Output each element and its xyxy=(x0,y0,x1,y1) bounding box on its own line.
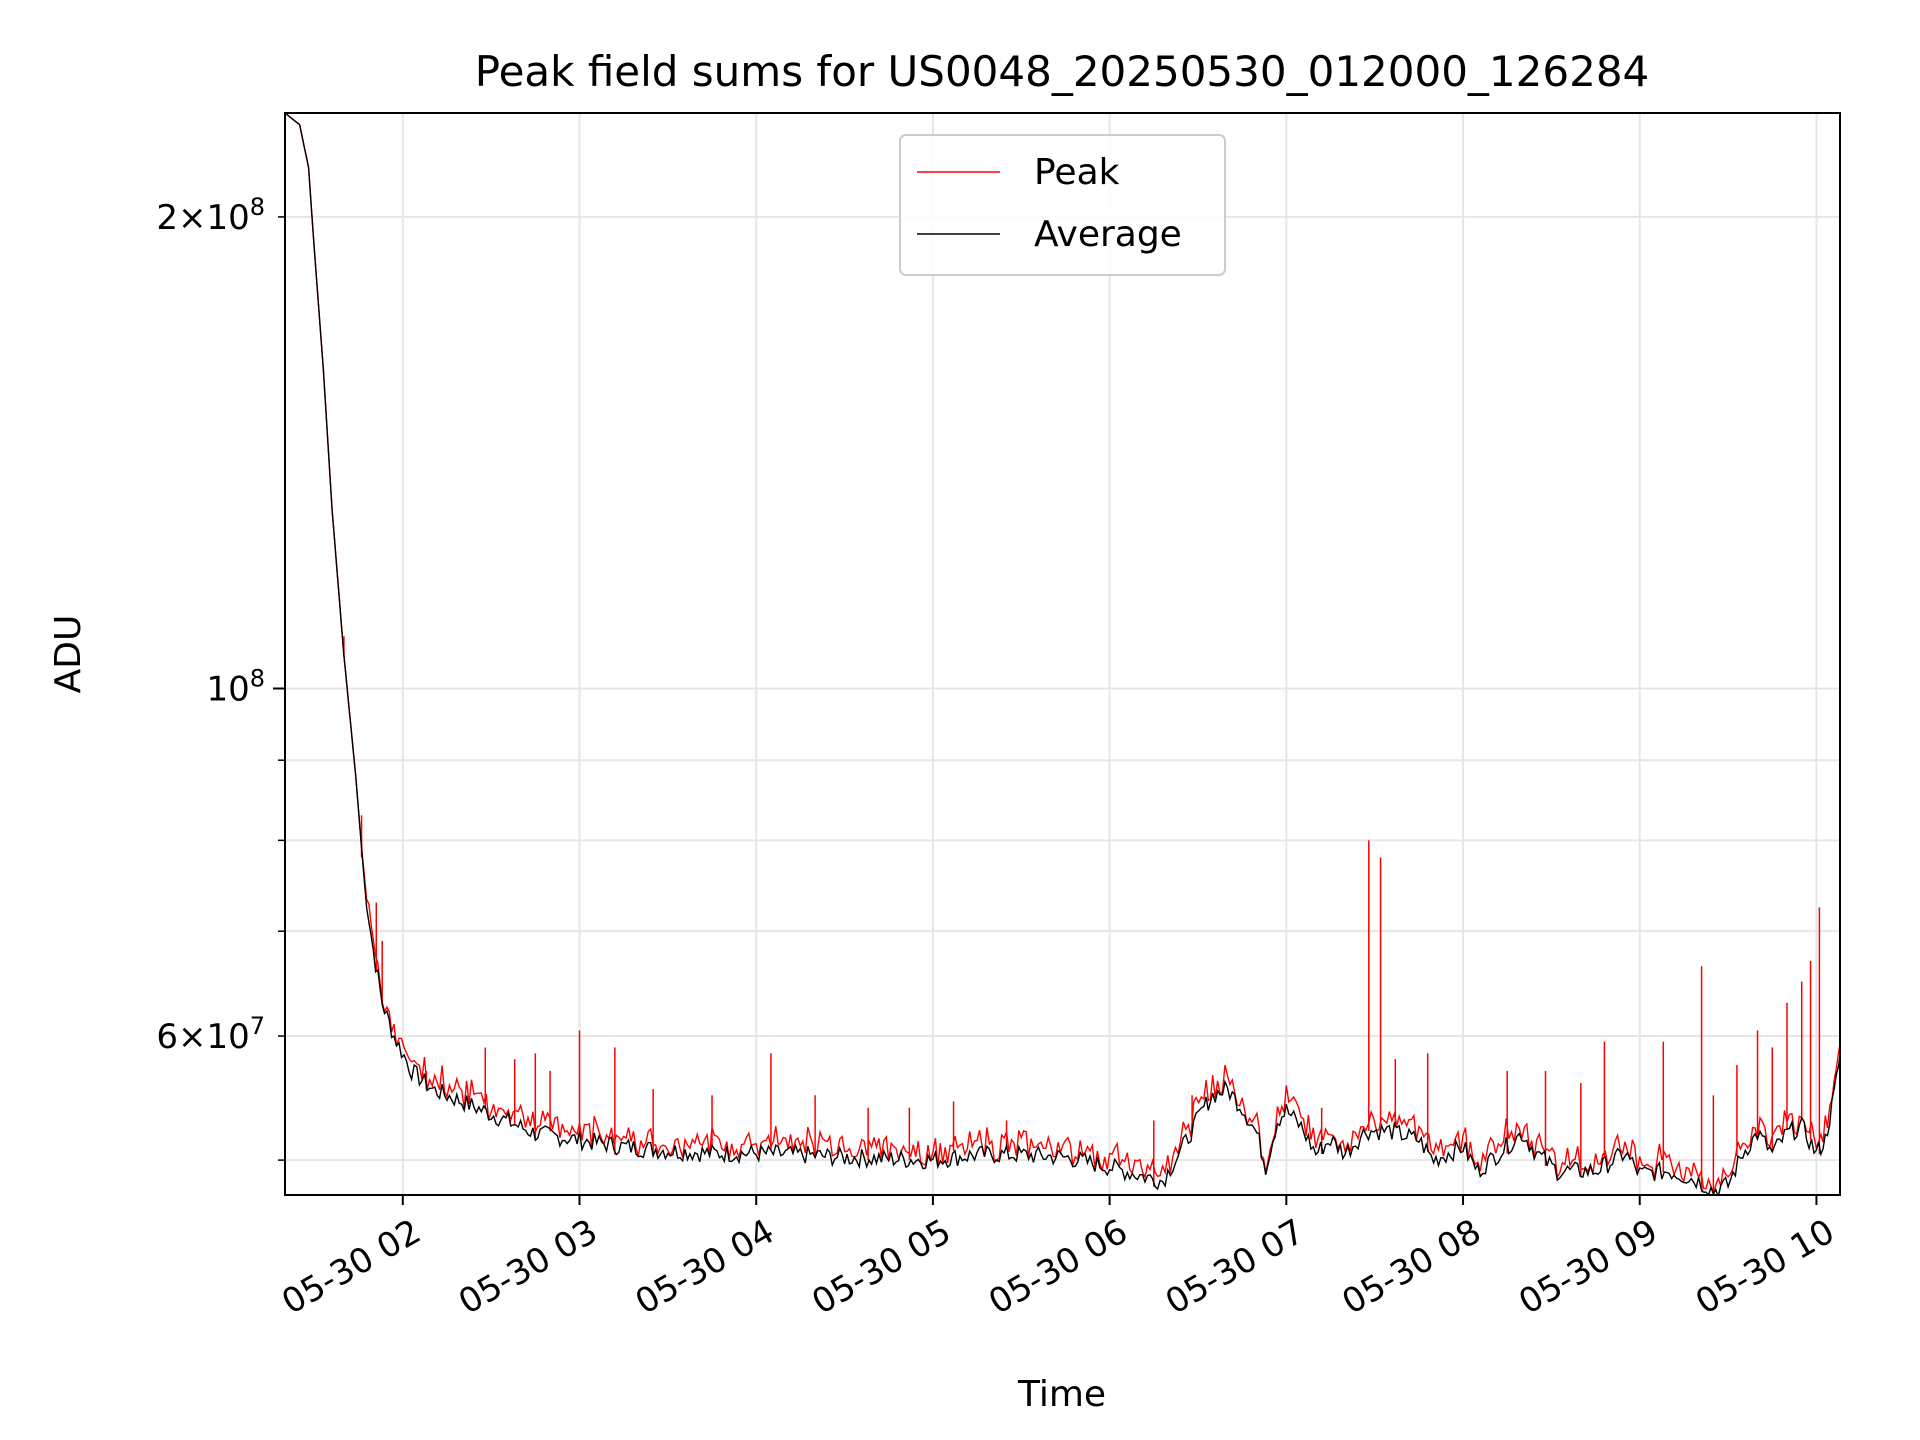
y-axis-label: ADU xyxy=(48,615,89,694)
x-tick-label: 05-30 07 xyxy=(1159,1212,1311,1323)
y-tick-label: 2×108 xyxy=(156,193,265,238)
peak-series xyxy=(285,113,1840,1195)
chart-title: Peak field sums for US0048_20250530_0120… xyxy=(475,47,1650,96)
y-tick-label: 108 xyxy=(206,665,265,710)
average-line xyxy=(285,113,1840,1195)
legend-average-label: Average xyxy=(1034,214,1182,255)
legend-box xyxy=(899,134,1226,276)
legend-peak-label: Peak xyxy=(1034,152,1120,193)
x-tick-label: 05-30 09 xyxy=(1512,1212,1664,1323)
x-tick-label: 05-30 02 xyxy=(275,1212,427,1323)
plot-frame xyxy=(284,112,1841,1196)
grid xyxy=(285,113,1840,1195)
x-tick-label: 05-30 10 xyxy=(1689,1212,1841,1323)
x-tick-label: 05-30 06 xyxy=(982,1212,1134,1323)
y-tick-label: 6×107 xyxy=(156,1012,265,1057)
x-tick-label: 05-30 08 xyxy=(1336,1212,1488,1323)
x-axis-ticks: 05-30 02 05-30 03 05-30 04 05-30 05 05-30 06… xyxy=(275,1195,1841,1323)
average-series xyxy=(285,113,1840,1195)
x-axis-label: Time xyxy=(1017,1374,1106,1415)
x-tick-label: 05-30 03 xyxy=(452,1212,604,1323)
legend: Peak Average xyxy=(899,134,1226,276)
y-axis-ticks: 108 6×107 2×108 xyxy=(156,193,285,1161)
x-tick-label: 05-30 05 xyxy=(805,1212,957,1323)
x-tick-label: 05-30 04 xyxy=(629,1212,781,1323)
